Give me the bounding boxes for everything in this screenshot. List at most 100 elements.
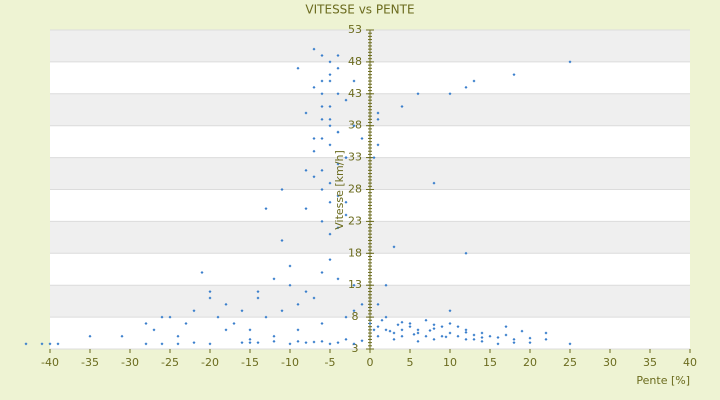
point [444,335,448,339]
point [24,342,28,346]
point [376,302,380,306]
point [184,321,188,325]
point [312,175,316,179]
x-tick-label: -40 [41,356,59,369]
point [360,302,364,306]
point [288,283,292,287]
point [296,328,300,332]
point [328,258,332,262]
point [312,85,316,89]
point [320,92,324,96]
point [448,92,452,96]
point [464,330,468,334]
point [440,334,444,338]
point [328,181,332,185]
point [512,341,516,345]
point [344,213,348,217]
point [396,323,400,327]
y-tick-label: 8 [352,310,359,323]
point [392,337,396,341]
x-tick-label: -10 [281,356,299,369]
point [272,339,276,343]
point [384,328,388,332]
x-tick-label: 15 [483,356,497,369]
point [312,340,316,344]
point [372,328,376,332]
point [200,270,204,274]
x-tick-label: 30 [603,356,617,369]
point [412,332,416,336]
y-tick-label: 33 [348,151,362,164]
point [160,342,164,346]
point [456,325,460,329]
point [380,318,384,322]
point [344,337,348,341]
point [384,283,388,287]
x-tick-label: -5 [325,356,336,369]
point [464,251,468,255]
y-tick-label: 43 [348,87,362,100]
point [304,168,308,172]
point [320,136,324,140]
point [344,156,348,160]
x-tick-label: 40 [683,356,697,369]
point [344,315,348,319]
point [504,333,508,337]
point [312,149,316,153]
x-tick-label: -20 [201,356,219,369]
point [328,73,332,77]
point [400,320,404,324]
point [320,79,324,83]
point [224,328,228,332]
x-tick-label: 0 [367,356,374,369]
point [376,143,380,147]
point [160,315,164,319]
point [208,290,212,294]
point [456,334,460,338]
point [304,341,308,345]
point [424,334,428,338]
point [336,341,340,345]
point [320,219,324,223]
point [320,54,324,58]
point [400,105,404,109]
point [464,328,468,332]
point [464,85,468,89]
point [144,342,148,346]
point [416,339,420,343]
x-tick-label: -35 [81,356,99,369]
point [376,334,380,338]
y-tick-label: 3 [352,342,359,355]
point [328,342,332,346]
point [528,336,532,340]
point [240,341,244,345]
point [368,321,372,325]
point [264,315,268,319]
point [256,341,260,345]
point [512,337,516,341]
point [376,325,380,329]
point [280,309,284,313]
point [296,339,300,343]
point [56,342,60,346]
point [248,337,252,341]
points [24,47,572,346]
x-tick-label: 25 [563,356,577,369]
point [240,309,244,313]
x-tick-label: 10 [443,356,457,369]
point [232,321,236,325]
point [304,111,308,115]
point [328,200,332,204]
point [352,342,356,346]
point [448,331,452,335]
x-tick-label: -30 [121,356,139,369]
point [392,331,396,335]
point [372,156,376,160]
point [448,309,452,313]
point [416,331,420,335]
point [272,334,276,338]
point [336,66,340,70]
point [272,277,276,281]
point [320,270,324,274]
